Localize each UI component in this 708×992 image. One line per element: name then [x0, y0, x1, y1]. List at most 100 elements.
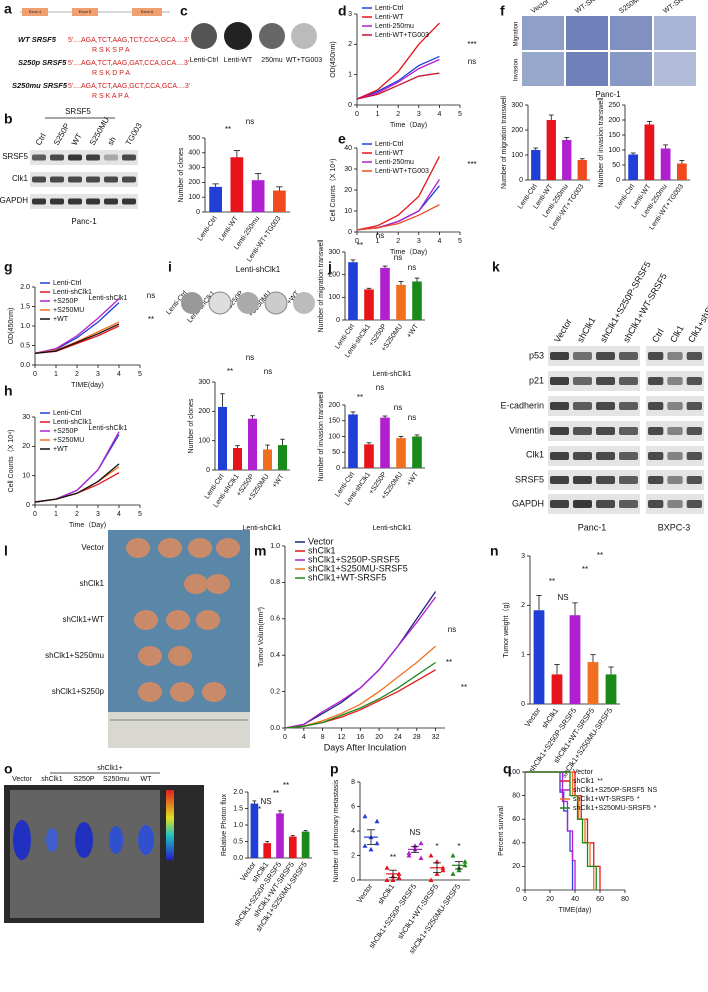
y-tick-label: 100 — [508, 769, 520, 776]
gene-name: WT SRSF5 — [18, 35, 57, 44]
bar — [533, 610, 545, 704]
y-tick-label: 0.0 — [20, 362, 30, 369]
blot-band — [573, 402, 592, 410]
significance: ** — [357, 393, 363, 402]
blot-band — [648, 402, 664, 410]
blot-band — [86, 198, 100, 205]
blot-band — [648, 377, 664, 385]
x-tick-label: 5 — [458, 238, 462, 245]
series-line — [34, 323, 120, 354]
bar — [551, 674, 563, 704]
blot-strip — [548, 371, 640, 391]
x-tick-label: 28 — [413, 734, 421, 741]
panel-letter: g — [4, 259, 13, 275]
significance: NS — [260, 797, 271, 806]
legend-significance: NS — [647, 787, 657, 794]
y-tick-label: 100 — [511, 152, 523, 159]
bar — [380, 417, 390, 468]
y-axis-title: Cell Counts（X 10⁴) — [329, 159, 337, 222]
dot — [440, 867, 446, 873]
y-tick-label: 1.5 — [20, 303, 30, 310]
y-tick-label: 200 — [198, 408, 210, 415]
x-tick-label: 1 — [376, 238, 380, 245]
x-tick-label: 1 — [376, 111, 380, 118]
mouse-label: Vector — [12, 776, 33, 783]
blot-band — [573, 500, 592, 508]
bar — [218, 406, 227, 470]
x-tick-label: 0 — [33, 511, 37, 518]
lane-label: sh — [106, 135, 118, 147]
series-line — [34, 472, 120, 503]
panel-letter: q — [503, 761, 512, 777]
sequence: 5'....AGA,TCT,AAG,GAT,CCA,GCA....3' — [68, 60, 189, 67]
panel-letter: e — [338, 131, 346, 147]
y-axis-title: Number of clones — [178, 147, 185, 202]
series-line — [356, 22, 440, 100]
blot-band — [573, 476, 592, 484]
dot — [390, 877, 396, 882]
colony-dish — [191, 23, 217, 49]
blot-band — [104, 176, 118, 183]
cell-line: Panc-1 — [595, 90, 621, 99]
tumor — [138, 646, 162, 666]
group-label: Lenti-shClk1 — [89, 295, 128, 302]
legend-label: shClk1+WT-SRSF5 — [308, 572, 386, 582]
y-axis-title: Number of invasion transwell — [598, 97, 605, 187]
blot-band — [667, 476, 683, 484]
tumor — [168, 646, 192, 666]
tumor — [126, 538, 150, 558]
y-tick-label: 30 — [22, 414, 30, 421]
significance: ** — [461, 683, 467, 692]
mouse-label: S250P — [73, 776, 94, 783]
x-tick-label: 40 — [571, 896, 579, 903]
bar — [233, 448, 242, 470]
blot-band — [86, 176, 100, 183]
significance: ns — [448, 625, 456, 634]
y-tick-label: 250 — [608, 102, 620, 109]
dish-label: Lenti-WT — [224, 57, 253, 64]
y-tick-label: 4 — [351, 828, 355, 835]
series-line — [356, 156, 440, 231]
y-tick-label: 20 — [344, 187, 352, 194]
y-axis-title: Cell Counts（X 10⁴) — [7, 430, 15, 493]
series-line — [525, 771, 576, 890]
y-tick-label: 0.0 — [270, 725, 280, 732]
legend-significance: * — [637, 796, 640, 803]
blot-strip — [548, 446, 640, 466]
legend-label: +WT — [53, 446, 69, 453]
legend-label: Lenti-WT+TG003 — [375, 32, 429, 39]
significance: * — [435, 842, 438, 851]
image-column: Vector — [530, 0, 551, 15]
bar — [301, 831, 310, 858]
dot — [450, 853, 456, 858]
legend-label: shClk1 — [573, 778, 595, 785]
gene-name: S250mu SRSF5 — [12, 81, 68, 90]
y-tick-label: 1.5 — [233, 805, 243, 812]
y-axis-title: OD(450nm) — [330, 41, 337, 78]
y-tick-label: 0.5 — [20, 342, 30, 349]
x-tick-label: 20 — [546, 896, 554, 903]
panel-letter: i — [168, 259, 172, 275]
series-line — [34, 298, 120, 354]
blot-band — [648, 427, 664, 435]
y-tick-label: 0 — [616, 177, 620, 184]
tumor-row-label: shClk1+S250mu — [45, 651, 104, 660]
blot-strip — [548, 421, 640, 441]
blot-band — [550, 452, 569, 460]
blot-row-label: Clk1 — [526, 449, 544, 459]
legend-label: Vector — [573, 769, 594, 776]
panel-letter: j — [327, 259, 332, 275]
blot-band — [50, 176, 64, 183]
panel-letter: o — [4, 761, 13, 777]
significance: ns — [246, 117, 254, 126]
y-tick-label: 150 — [328, 418, 340, 425]
significance: ns — [394, 253, 402, 262]
group-label: Lenti-shClk1 — [373, 525, 412, 532]
x-tick-label: 80 — [621, 896, 629, 903]
significance: ns — [246, 353, 254, 362]
panel-letter: d — [338, 3, 347, 19]
x-tick-label: 8 — [321, 734, 325, 741]
lane-label: Clk1 — [668, 324, 686, 345]
significance: ns — [147, 291, 155, 300]
bar — [250, 803, 259, 858]
